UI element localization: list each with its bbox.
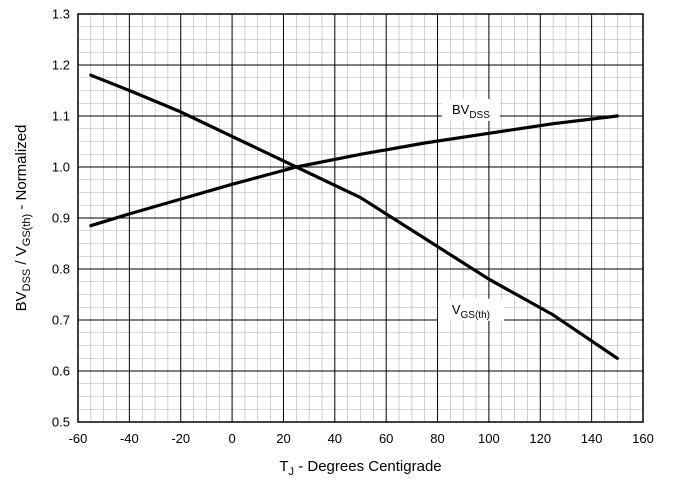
x-tick-label: -60 bbox=[69, 431, 88, 446]
y-tick-label: 1.3 bbox=[52, 7, 70, 22]
x-tick-labels: -60 -40 -20 0 20 40 60 80 100 120 140 160 bbox=[69, 431, 654, 446]
x-tick-label: 160 bbox=[632, 431, 654, 446]
annotation-vgsth: VGS(th) bbox=[452, 302, 490, 321]
plot-frame bbox=[77, 13, 644, 423]
x-tick-label: 0 bbox=[228, 431, 235, 446]
x-tick-label: 120 bbox=[529, 431, 551, 446]
y-tick-label: 1.2 bbox=[52, 58, 70, 73]
x-tick-label: 40 bbox=[328, 431, 342, 446]
y-tick-label: 1.1 bbox=[52, 109, 70, 124]
annotation-background bbox=[441, 98, 500, 121]
y-tick-labels: 0.5 0.6 0.7 0.8 0.9 1.0 1.1 1.2 1.3 bbox=[52, 7, 70, 430]
x-tick-label: 20 bbox=[276, 431, 290, 446]
x-axis-title: TJ - Degrees Centigrade bbox=[279, 458, 441, 478]
y-tick-label: 0.8 bbox=[52, 262, 70, 277]
y-axis-title: BVDSS / VGS(th) - Normalized bbox=[13, 125, 33, 312]
x-tick-label: 140 bbox=[581, 431, 603, 446]
x-tick-label: -40 bbox=[120, 431, 139, 446]
series-layer bbox=[89, 73, 619, 360]
x-tick-label: 100 bbox=[478, 431, 500, 446]
x-tick-label: 60 bbox=[379, 431, 393, 446]
y-tick-label: 0.7 bbox=[52, 313, 70, 328]
series-line-vgsth bbox=[89, 73, 619, 360]
annotation-bvdss: BVDSS bbox=[452, 102, 490, 121]
y-tick-label: 0.5 bbox=[52, 415, 70, 430]
y-tick-label: 0.9 bbox=[52, 211, 70, 226]
y-tick-label: 0.6 bbox=[52, 364, 70, 379]
y-tick-label: 1.0 bbox=[52, 160, 70, 175]
annotation-background bbox=[437, 298, 504, 321]
series-line-bvdss bbox=[89, 114, 619, 228]
x-tick-label: 80 bbox=[430, 431, 444, 446]
x-tick-label: -20 bbox=[171, 431, 190, 446]
series-annotations: BVDSS VGS(th) bbox=[437, 98, 504, 321]
